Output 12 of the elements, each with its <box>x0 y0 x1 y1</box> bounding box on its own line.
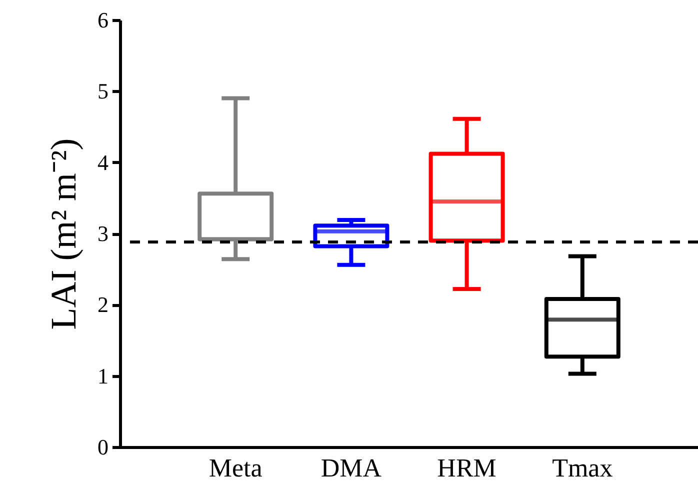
y-tick-label: 5 <box>98 78 108 104</box>
y-tick-label: 6 <box>98 8 108 32</box>
y-tick-label: 0 <box>98 434 108 460</box>
y-tick-label: 4 <box>98 150 108 175</box>
x-tick-label: Tmax <box>552 454 613 482</box>
x-tick-label: DMA <box>320 454 382 482</box>
y-tick-label: 3 <box>98 221 108 246</box>
x-tick-label: HRM <box>437 454 496 482</box>
y-tick-label: 1 <box>98 363 108 388</box>
x-tick-label: Meta <box>208 454 263 482</box>
y-tick-label: 2 <box>98 292 108 318</box>
y-axis-title: LAI (m² m⁻²) <box>44 138 84 330</box>
